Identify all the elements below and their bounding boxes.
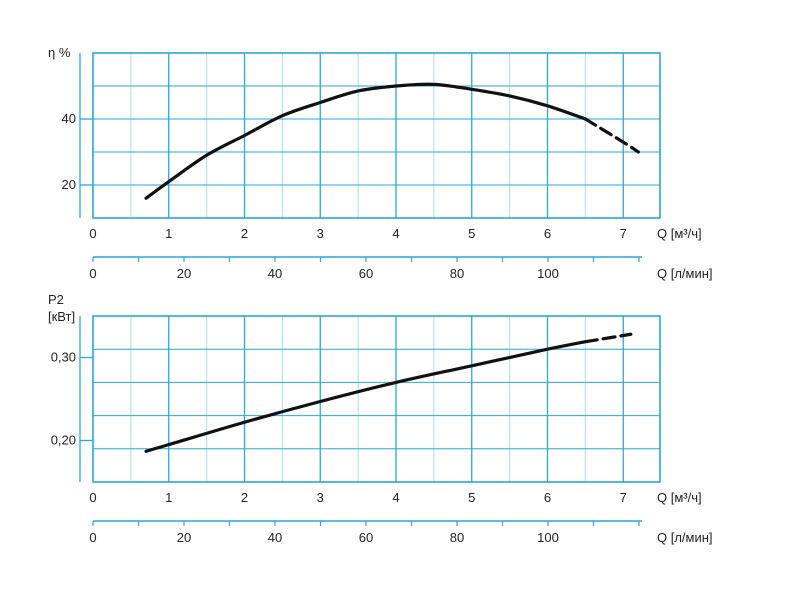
y-axis-label: P2 bbox=[48, 292, 64, 307]
plot-frame bbox=[92, 315, 661, 483]
x-tick-label: 7 bbox=[620, 490, 627, 505]
x2-tick-label: 0 bbox=[89, 530, 96, 545]
x-tick-label: 0 bbox=[89, 226, 96, 241]
x-tick-label: 1 bbox=[165, 490, 172, 505]
x-tick-label: 4 bbox=[392, 490, 399, 505]
y-axis-label: η % bbox=[48, 45, 71, 60]
x-tick-label: 5 bbox=[468, 490, 475, 505]
x2-tick-label: 20 bbox=[177, 530, 191, 545]
x2-axis-label: Q [л/мин] bbox=[657, 530, 713, 545]
x-axis-label: Q [м³/ч] bbox=[657, 226, 702, 241]
y-tick-label: 0,30 bbox=[51, 350, 76, 365]
x2-tick-label: 100 bbox=[537, 530, 559, 545]
x2-tick-label: 20 bbox=[177, 266, 191, 281]
x2-tick-label: 60 bbox=[359, 530, 373, 545]
x-tick-label: 5 bbox=[468, 226, 475, 241]
y-tick-label: 0,20 bbox=[51, 433, 76, 448]
y-tick-label: 20 bbox=[62, 177, 76, 192]
x2-tick-label: 80 bbox=[450, 530, 464, 545]
x-tick-label: 2 bbox=[241, 226, 248, 241]
curve-line bbox=[144, 82, 587, 200]
curve-extrapolated bbox=[583, 332, 633, 344]
x-axis-label: Q [м³/ч] bbox=[657, 490, 702, 505]
x2-tick-label: 40 bbox=[268, 266, 282, 281]
x-tick-label: 0 bbox=[89, 490, 96, 505]
x-tick-label: 6 bbox=[544, 226, 551, 241]
efficiency-chart: 20 40 η % 0 1 2 3 4 5 6 7 Q [м³/ч] 0 20 40 60 80 100 Q [л/… bbox=[48, 45, 713, 281]
curve-line bbox=[144, 340, 587, 453]
x-tick-label: 7 bbox=[620, 226, 627, 241]
x2-tick-label: 40 bbox=[268, 530, 282, 545]
curve-extrapolated bbox=[583, 117, 640, 154]
plot-frame bbox=[92, 52, 661, 219]
x-tick-label: 1 bbox=[165, 226, 172, 241]
x-tick-label: 3 bbox=[317, 490, 324, 505]
x-tick-label: 6 bbox=[544, 490, 551, 505]
x2-tick-label: 0 bbox=[89, 266, 96, 281]
power-chart: 0,20 0,30 P2 [кВт] 0 1 2 3 4 5 6 7 Q [м³/ч] 0 20 40 60 80… bbox=[48, 292, 713, 545]
x-tick-label: 3 bbox=[317, 226, 324, 241]
x-tick-label: 2 bbox=[241, 490, 248, 505]
y-axis-unit-label: [кВт] bbox=[48, 309, 75, 324]
x2-tick-label: 60 bbox=[359, 266, 373, 281]
x2-tick-label: 100 bbox=[537, 266, 559, 281]
x-tick-label: 4 bbox=[392, 226, 399, 241]
y-tick-label: 40 bbox=[62, 111, 76, 126]
x2-axis-label: Q [л/мин] bbox=[657, 266, 713, 281]
x2-tick-label: 80 bbox=[450, 266, 464, 281]
